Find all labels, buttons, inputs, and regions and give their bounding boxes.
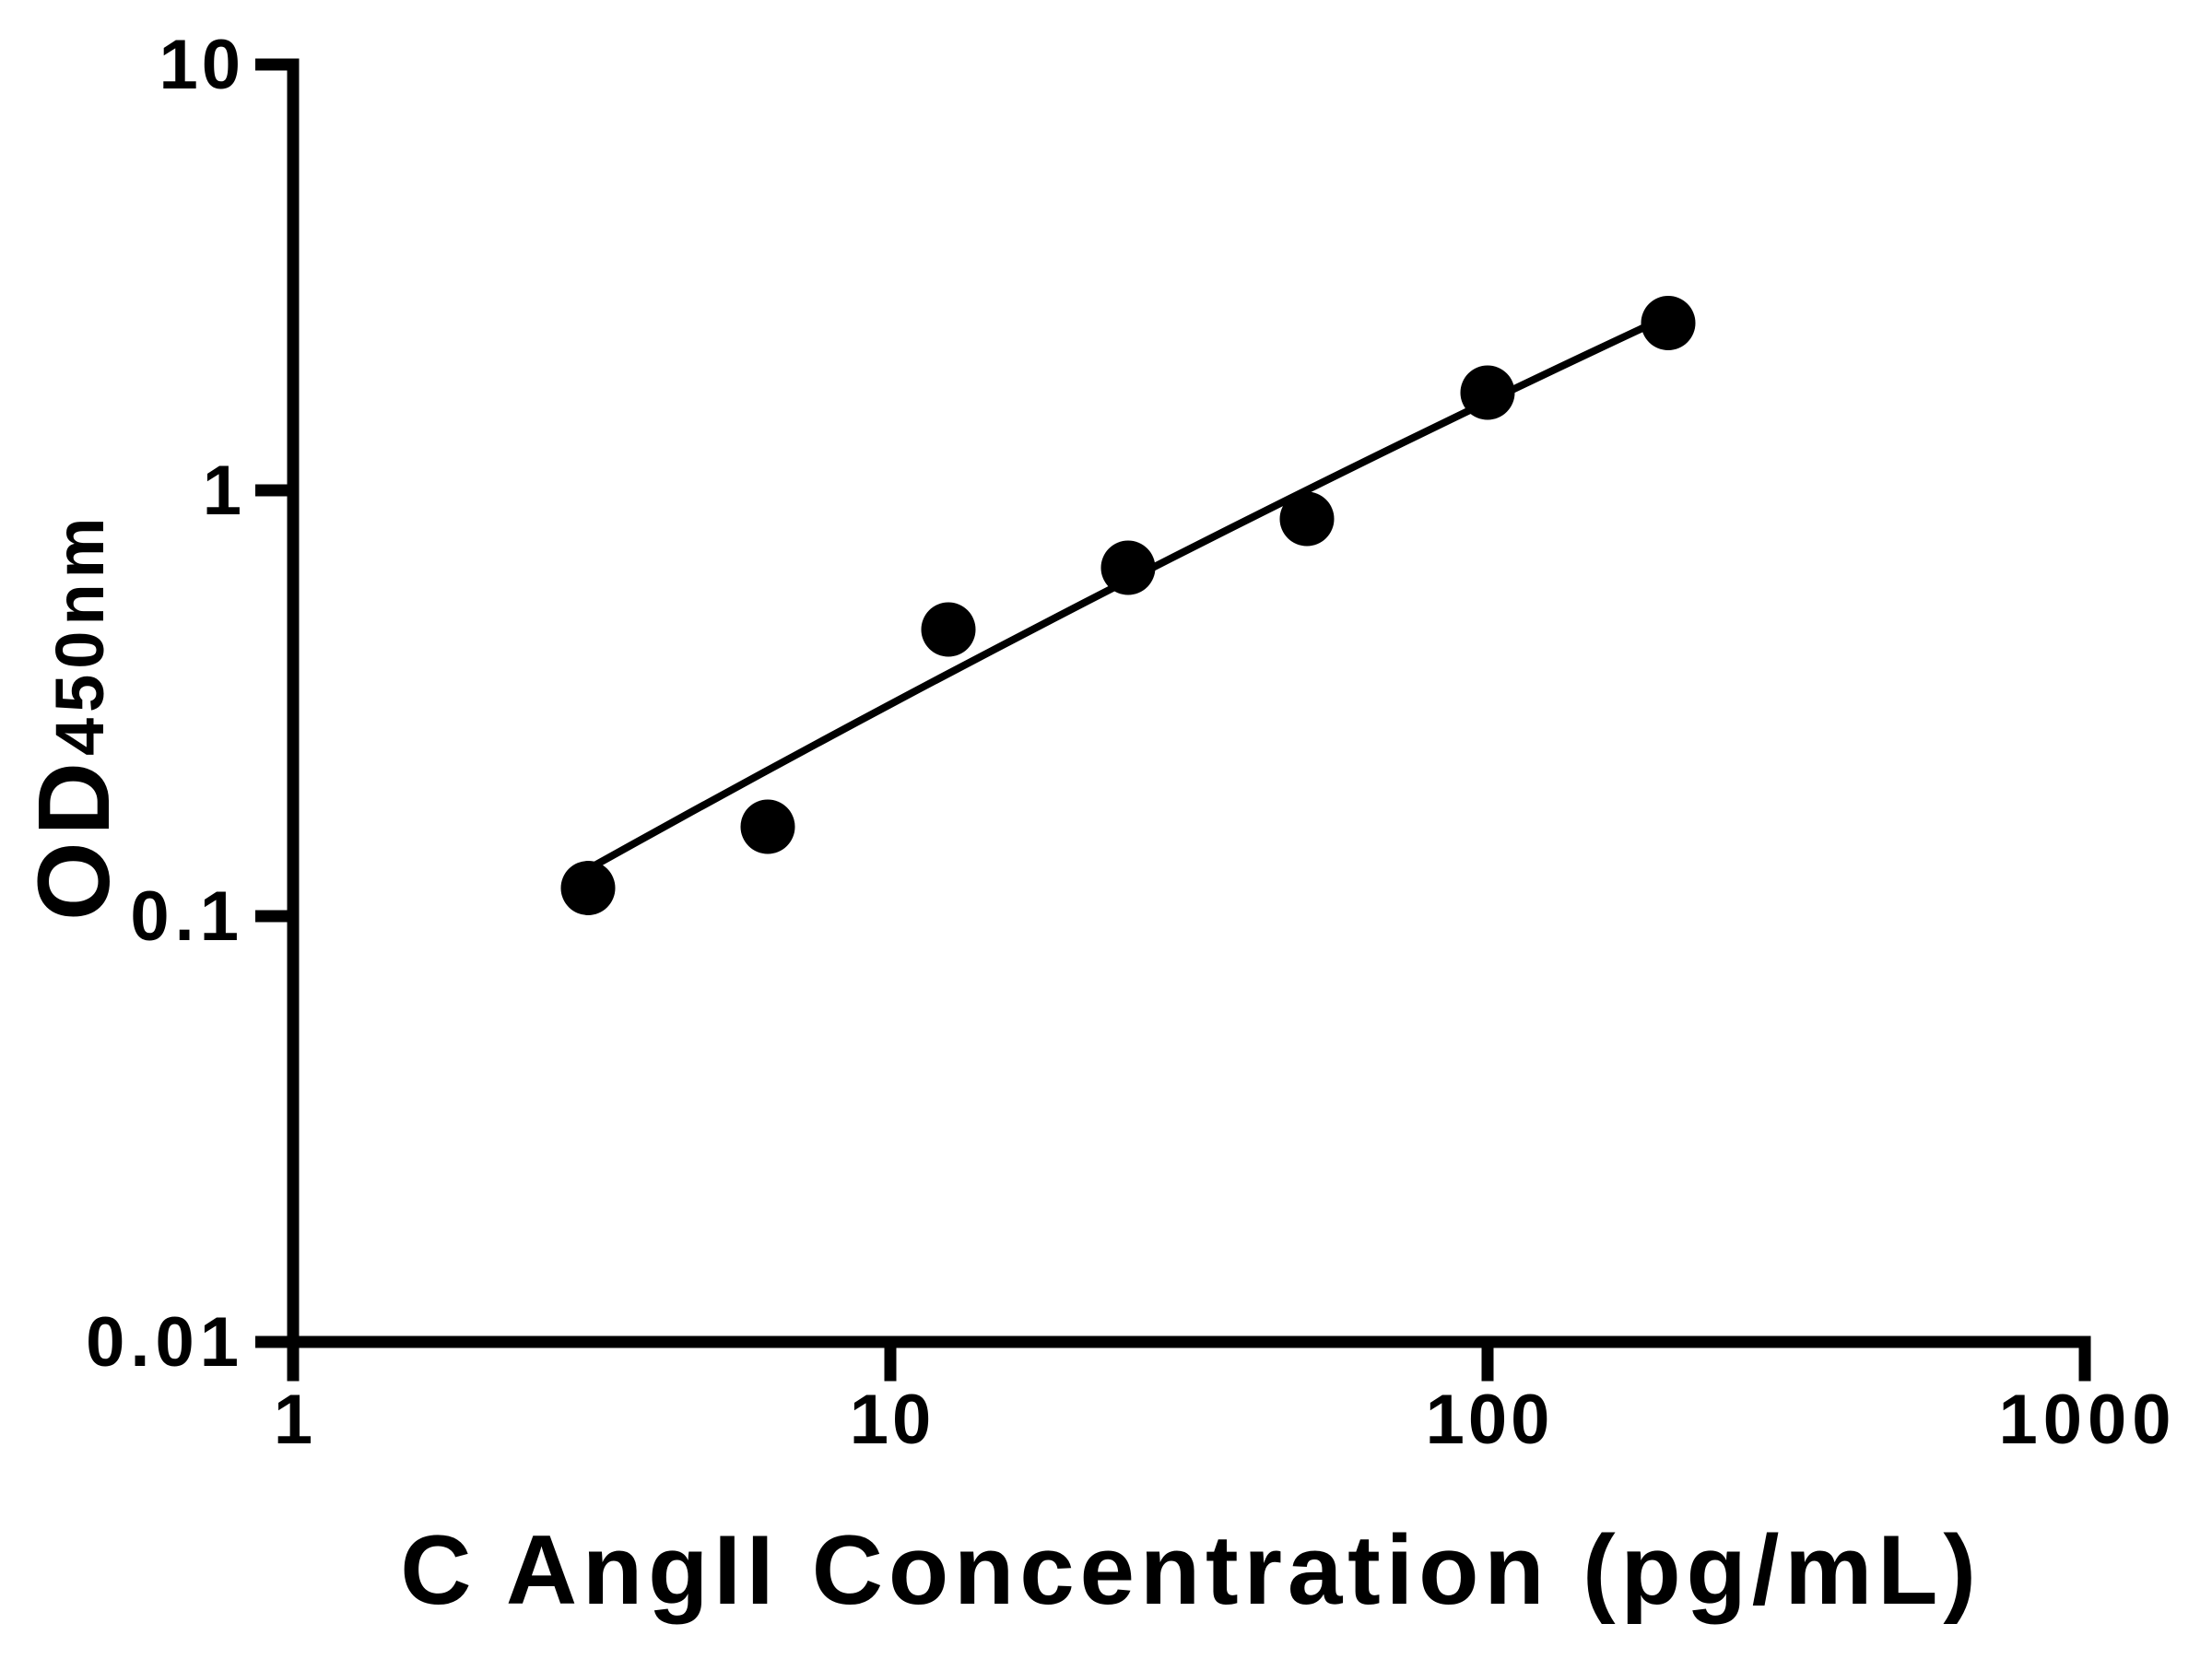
svg-text:1000: 1000 [1998,1381,2176,1459]
svg-text:10: 10 [850,1381,935,1459]
svg-text:OD450nm: OD450nm [18,512,131,921]
svg-text:1: 1 [203,452,243,530]
svg-text:0.01: 0.01 [86,1303,244,1382]
svg-text:0.1: 0.1 [130,877,244,956]
svg-text:C AngII Concentration (pg/mL): C AngII Concentration (pg/mL) [400,1514,1982,1625]
svg-text:100: 100 [1426,1381,1554,1459]
svg-text:1: 1 [274,1381,314,1459]
svg-text:10: 10 [159,26,244,104]
